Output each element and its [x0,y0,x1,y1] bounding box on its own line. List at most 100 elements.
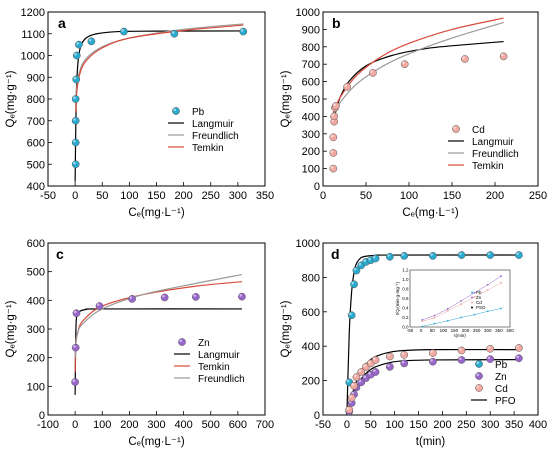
y-tick-label: 500 [27,267,45,279]
data-point-pb [72,75,81,84]
inset-legend-label: Cd [476,300,482,305]
data-point-pb [71,138,80,147]
y-tick-label: 1000 [296,238,320,250]
marker-highlight [358,262,362,266]
data-point-cd [347,393,356,402]
marker-highlight [373,255,376,259]
x-tick-label: 300 [481,419,499,431]
data-point-zn [457,356,466,364]
legend-label: Temkin [198,362,230,373]
inset-point-zn [433,314,436,317]
marker-highlight [349,395,352,398]
inset-point-zn [421,318,424,321]
marker-highlight [459,347,462,351]
marker-highlight [453,126,456,129]
marker-highlight [330,134,334,138]
data-point-cd [400,60,409,69]
inset-frame [409,269,511,328]
legend-label: Cd [472,125,485,136]
marker-highlight [73,76,77,80]
fit-line-langmuir [332,40,504,126]
x-tick-label: -50 [40,190,56,202]
fit-line-freundlich [74,273,243,358]
data-point-pb [400,252,409,260]
inset-x-tick-label: 400 [506,328,514,333]
inset-point-zn [500,275,503,278]
marker-highlight [240,29,244,32]
fit-line-freundlich [332,21,504,117]
legend-label: Cd [495,384,508,395]
x-tick-label: 200 [486,190,504,202]
marker-highlight [351,391,355,395]
data-point-cd [400,350,409,359]
x-tick-label: 300 [229,190,247,202]
marker-highlight [370,70,373,73]
inset-x-tick-label: 0 [420,328,423,333]
inset-legend-marker [471,291,473,294]
data-point-zn [515,354,523,363]
x-tick-label: 700 [256,419,274,431]
y-axis-label: Qₑ(mg·g⁻¹) [5,70,17,127]
legend-marker-cd [475,384,483,392]
inset-x-tick-label: 300 [484,328,492,333]
x-tick-label: 50 [360,190,372,202]
data-point-pb [239,27,248,36]
y-tick-label: 100 [302,164,320,176]
x-tick-label: 0 [72,190,78,202]
inset-x-tick-label: 200 [462,328,470,333]
inset-legend-marker [471,296,473,299]
data-point-pb [386,252,394,261]
data-point-zn [128,295,136,303]
inset-y-tick-label: 0.8 [402,287,409,292]
data-point-zn [95,302,104,310]
marker-highlight [368,372,371,375]
legend-marker-cd [452,125,460,133]
x-axis-label: Cₑ(mg·L⁻¹) [402,207,459,219]
x-tick-label: 0 [72,419,78,431]
data-point-pb [71,95,80,103]
inset-point-pb [473,313,476,316]
marker-highlight [401,253,405,256]
inset-point-cd [460,303,463,306]
inset-y-tick-label: 1.2 [402,268,409,273]
data-point-zn [486,355,495,363]
y-tick-label: 600 [302,307,320,319]
marker-highlight [387,254,390,257]
marker-highlight [72,379,76,383]
marker-highlight [430,253,433,256]
y-tick-label: 0 [39,410,45,422]
inset-point-zn [460,299,463,302]
marker-highlight [193,294,196,297]
y-axis-label: Qₑ(mg·g⁻¹) [280,70,292,127]
marker-highlight [373,369,376,372]
y-tick-label: 400 [302,341,320,353]
y-tick-label: 900 [302,24,320,36]
marker-highlight [516,345,519,348]
y-tick-label: 500 [27,159,45,171]
marker-highlight [462,56,465,59]
marker-highlight [239,294,242,297]
y-tick-label: 1000 [21,51,45,63]
y-tick-label: 1200 [21,7,45,19]
legend-label: Langmuir [192,119,234,130]
data-point-cd [329,149,338,157]
x-tick-label: -50 [315,419,331,431]
x-tick-label: 400 [529,419,547,431]
marker-highlight [76,42,79,45]
marker-highlight [346,379,350,383]
y-tick-label: 300 [27,324,45,336]
marker-highlight [179,339,183,342]
inset-y-tick-label: 0.4 [402,306,409,311]
data-point-cd [386,352,394,361]
marker-highlight [459,357,462,360]
data-point-cd [330,112,339,121]
data-point-zn [71,378,79,386]
inset-x-tick-label: 350 [495,328,503,333]
marker-highlight [346,407,350,410]
marker-highlight [330,150,334,153]
y-axis-label: Qₑ(mg·g⁻¹) [5,300,17,357]
fit-line-temkin [332,17,504,114]
